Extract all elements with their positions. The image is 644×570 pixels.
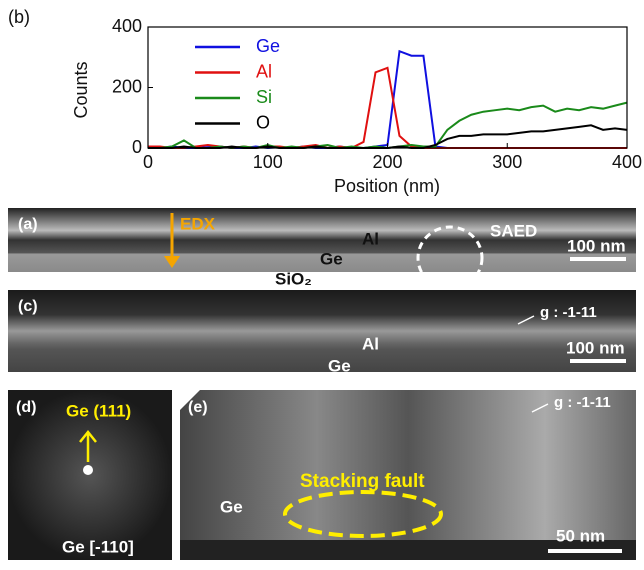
panel-label: (d) — [16, 399, 36, 416]
legend-label: O — [256, 112, 270, 132]
annotation: EDX — [180, 214, 216, 233]
plot: Ge Al Si O 0 200 400 0 100 200 300 400 — [112, 16, 642, 172]
scale-bar-label: 100 nm — [566, 338, 625, 357]
x-tick-label: 400 — [612, 152, 642, 172]
x-axis-label: Position (nm) — [334, 176, 440, 196]
annotation: Ge (111) — [66, 401, 131, 420]
legend-label: Ge — [256, 36, 280, 56]
legend-label: Si — [256, 87, 272, 107]
y-tick-label: 200 — [112, 76, 142, 96]
scale-bar-label: 100 nm — [567, 236, 626, 255]
annotation: Al — [362, 229, 379, 248]
x-tick-label: 100 — [253, 152, 283, 172]
panel-label: (e) — [188, 399, 208, 416]
figure: (b) Counts Position (nm) Ge Al Si O 0 200 400 0… — [0, 0, 644, 565]
scale-bar — [570, 359, 626, 363]
data-line — [148, 68, 627, 148]
micrograph — [8, 290, 636, 372]
annotation: SiO₂ — [275, 269, 312, 288]
scale-bar-label: 50 nm — [556, 526, 605, 545]
annotation: g : -1-11 — [554, 394, 611, 411]
panel-label: (b) — [8, 7, 30, 27]
annotation: Ge [-110] — [62, 537, 134, 556]
spot — [83, 465, 93, 475]
legend-label: Al — [256, 61, 272, 81]
annotation: Ge — [320, 249, 343, 268]
x-tick-label: 200 — [372, 152, 402, 172]
page: {"chart_data":{"type":"line","panel_labe… — [0, 0, 644, 570]
annotation: SAED — [490, 221, 537, 240]
annotation: Stacking fault — [300, 471, 425, 492]
annotation: g : -1-11 — [540, 304, 597, 321]
x-tick-label: 300 — [492, 152, 522, 172]
y-axis-label: Counts — [71, 61, 91, 118]
y-tick-label: 400 — [112, 16, 142, 36]
data-line — [148, 51, 627, 148]
panel-label: (c) — [18, 298, 38, 315]
annotation: Ge — [328, 356, 351, 375]
annotation: Ge — [220, 497, 243, 516]
annotation: Al — [362, 334, 379, 353]
scale-bar — [548, 549, 622, 553]
scale-bar — [570, 257, 626, 261]
panel-label: (a) — [18, 216, 38, 233]
x-tick-label: 0 — [143, 152, 153, 172]
y-tick-label: 0 — [132, 137, 142, 157]
annotation: SiO₂ — [268, 372, 305, 391]
